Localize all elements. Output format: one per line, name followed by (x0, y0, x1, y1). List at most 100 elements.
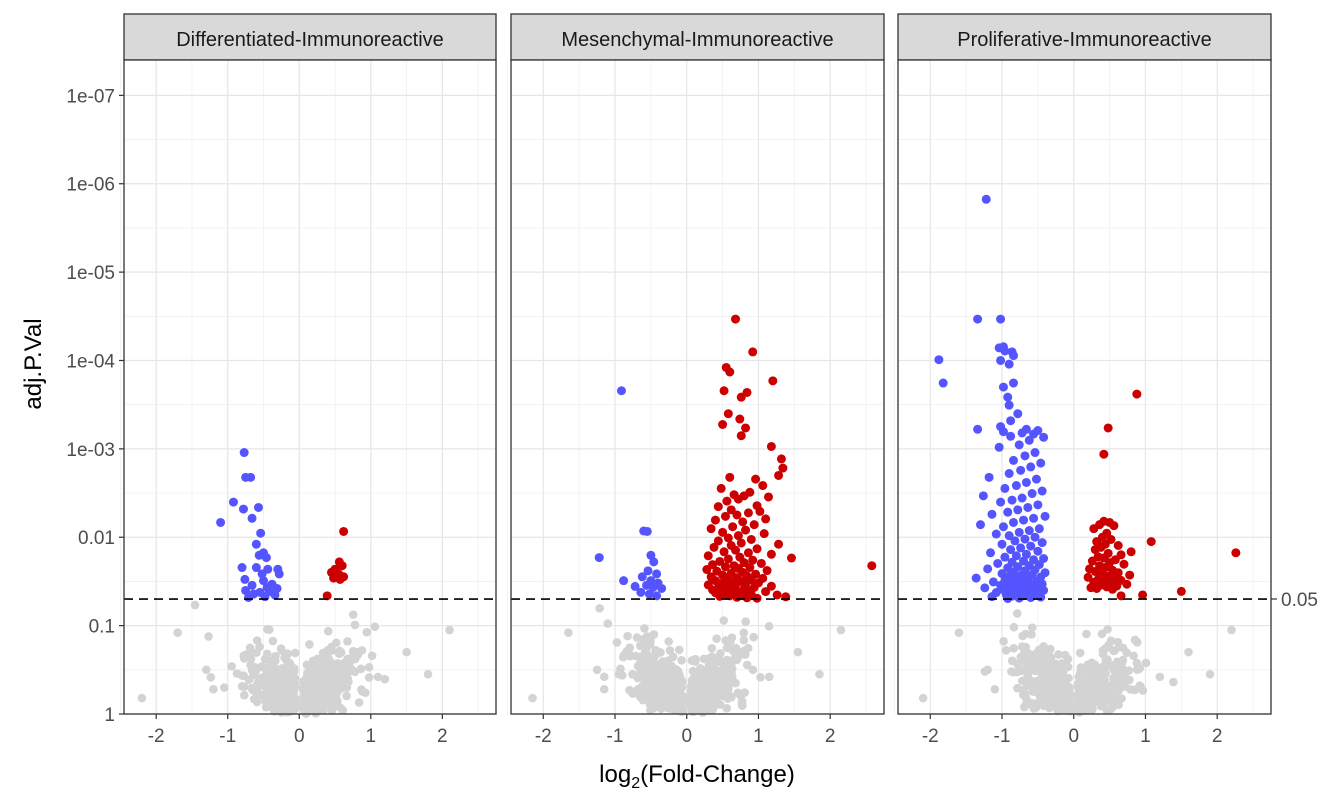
panel-3: Proliferative-Immunoreactive (894, 13, 1272, 717)
point-down (228, 497, 238, 507)
point-ns (625, 651, 635, 661)
point-ns (735, 648, 745, 657)
point-up (766, 581, 776, 591)
point-ns (1081, 685, 1091, 695)
point-ns (716, 683, 725, 693)
point-up (725, 367, 735, 377)
point-ns (257, 662, 267, 671)
point-up (723, 554, 733, 564)
point-down (1037, 486, 1047, 496)
point-up (723, 533, 733, 543)
point-ns (1033, 682, 1042, 692)
point-ns (252, 697, 262, 707)
point-up (720, 562, 730, 572)
points-not-significant (918, 609, 1236, 717)
point-ns (445, 625, 454, 635)
point-up (732, 510, 742, 520)
point-ns (595, 604, 604, 613)
point-ns (173, 628, 182, 637)
point-ns (696, 686, 706, 696)
point-up (743, 508, 753, 518)
point-ns (1008, 667, 1018, 677)
point-ns (739, 635, 749, 645)
point-ns (334, 649, 344, 659)
point-down (973, 424, 983, 434)
point-ns (312, 663, 321, 672)
point-down (997, 539, 1007, 549)
point-up (1146, 537, 1156, 547)
point-down (1011, 481, 1021, 491)
x-tick-label: -1 (219, 726, 236, 747)
point-ns (305, 640, 314, 649)
point-down (240, 574, 250, 584)
point-up (762, 566, 772, 576)
point-down (652, 591, 662, 601)
point-ns (1088, 691, 1098, 701)
points-down (216, 448, 284, 602)
point-ns (836, 625, 846, 635)
point-up (774, 470, 784, 480)
point-up (1132, 389, 1142, 399)
facet-strip (510, 13, 885, 61)
point-down (241, 585, 251, 595)
plot-background (511, 60, 884, 714)
point-up (1119, 559, 1129, 569)
point-ns (1118, 655, 1128, 665)
point-up (738, 517, 748, 527)
point-ns (1050, 686, 1060, 696)
point-up (746, 534, 756, 544)
point-ns (688, 666, 698, 676)
point-ns (338, 705, 348, 715)
point-down (257, 569, 267, 579)
point-ns (284, 691, 293, 701)
point-ns (269, 674, 278, 683)
point-down (1008, 351, 1018, 361)
point-ns (1065, 701, 1074, 710)
point-ns (350, 654, 360, 664)
point-up (1125, 570, 1135, 580)
point-ns (599, 672, 609, 682)
point-up (1089, 524, 1099, 534)
point-up (706, 524, 716, 534)
y-tick-label: 1 (104, 705, 115, 726)
point-ns (717, 670, 727, 679)
point-ns (324, 689, 333, 698)
point-up (718, 527, 728, 537)
x-tick-label: 2 (1212, 726, 1223, 747)
point-down (238, 504, 248, 514)
point-up (726, 505, 736, 515)
point-ns (592, 665, 602, 675)
point-ns (311, 689, 320, 699)
facet-label: Differentiated-Immunoreactive (176, 29, 444, 51)
point-ns (1060, 690, 1069, 699)
point-ns (697, 667, 706, 677)
point-ns (712, 634, 721, 643)
point-down (1000, 552, 1010, 562)
point-down (243, 592, 253, 602)
point-down (1024, 435, 1034, 445)
point-ns (1028, 699, 1038, 708)
point-up (1116, 591, 1126, 601)
point-down (986, 548, 996, 558)
point-ns (275, 681, 284, 691)
point-down (261, 553, 271, 563)
x-tick-label: 2 (825, 726, 836, 747)
point-down (1013, 409, 1023, 419)
point-ns (244, 675, 254, 684)
point-down (978, 491, 988, 501)
point-down (1019, 515, 1029, 525)
point-ns (290, 648, 300, 658)
point-ns (289, 697, 299, 707)
point-ns (732, 654, 741, 664)
point-ns (348, 610, 358, 619)
point-down (237, 563, 247, 573)
panel-2: Mesenchymal-Immunoreactive (507, 13, 885, 717)
point-down (1000, 346, 1010, 356)
point-ns (277, 691, 287, 700)
points-up (322, 526, 349, 601)
point-ns (1016, 652, 1025, 662)
point-ns (625, 643, 635, 652)
point-up (742, 593, 752, 603)
point-ns (1132, 665, 1142, 674)
point-ns (677, 656, 686, 665)
